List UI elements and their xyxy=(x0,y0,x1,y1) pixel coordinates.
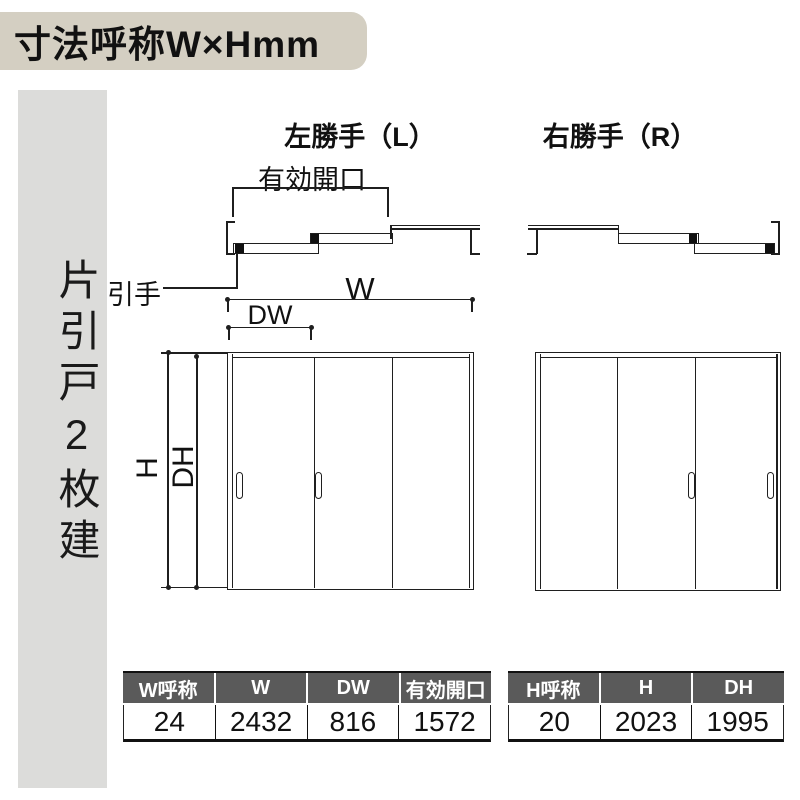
width-spec-table: W呼称 W DW 有効開口 24 2432 816 1572 xyxy=(123,671,491,742)
right-jamb-cap xyxy=(771,221,780,223)
table-cell: 2432 xyxy=(215,705,308,739)
dh-dim-line xyxy=(196,355,198,589)
dim-extension-line xyxy=(387,187,389,217)
w-dim-tick xyxy=(227,298,229,312)
dw-dim-line xyxy=(228,326,312,329)
column-header: DW xyxy=(308,673,401,703)
sliding-door-panel xyxy=(233,243,319,254)
dim-end-dot xyxy=(165,350,171,356)
column-header: H xyxy=(601,673,694,703)
height-spec-table: H呼称 H DH 20 2023 1995 xyxy=(508,671,784,742)
door-frame xyxy=(227,352,474,590)
door-handle-mark xyxy=(689,234,697,243)
left-hand-heading: 左勝手（L） xyxy=(284,122,436,152)
table-cell: 1572 xyxy=(399,705,490,739)
door-pull-handle xyxy=(766,472,774,499)
door-handle-mark xyxy=(234,244,244,253)
height-table-value-row: 20 2023 1995 xyxy=(508,705,784,742)
door-handle-mark xyxy=(764,244,774,253)
door-pull-handle xyxy=(314,472,322,499)
right-jamb-cap xyxy=(470,252,480,255)
dw-dim-tick xyxy=(310,326,312,340)
panel-divider xyxy=(694,357,697,589)
door-pull-handle xyxy=(235,472,243,499)
wall-line xyxy=(390,228,480,230)
right-jamb-cap xyxy=(771,253,780,255)
page-title: 寸法呼称W×Hmm xyxy=(14,24,321,65)
w-dim-label: W xyxy=(345,271,375,306)
door-type-label: 片引戸2枚建 xyxy=(53,258,100,569)
left-jamb-cap xyxy=(225,221,235,223)
frame-inner-line xyxy=(539,356,778,359)
sliding-door-panel xyxy=(617,233,699,244)
frame-inner-line xyxy=(231,353,234,589)
leader-line xyxy=(163,287,238,289)
width-table-header-row: W呼称 W DW 有効開口 xyxy=(123,671,491,705)
left-jamb-cap xyxy=(225,253,235,255)
frame-inner-line xyxy=(468,353,471,589)
effective-opening-label: 有効開口 xyxy=(258,165,366,195)
dim-extension-line xyxy=(232,187,234,217)
panel-divider xyxy=(616,357,619,589)
column-header: W xyxy=(216,673,308,703)
dw-dim-label: DW xyxy=(247,300,293,330)
height-table-header-row: H呼称 H DH xyxy=(508,671,784,705)
panel-divider xyxy=(313,357,316,589)
sliding-door-panel xyxy=(693,243,775,254)
dim-end-dot xyxy=(194,353,200,359)
dim-end-dot xyxy=(194,585,200,591)
table-cell: 1995 xyxy=(692,705,784,739)
column-header: DH xyxy=(724,676,754,699)
frame-inner-line xyxy=(776,353,778,590)
right-jamb xyxy=(470,228,472,255)
column-header: H呼称 xyxy=(508,673,601,703)
wall-connector xyxy=(617,224,620,239)
wall-line xyxy=(528,224,619,227)
left-jamb xyxy=(536,228,538,255)
side-strip: 片引戸2枚建 xyxy=(18,90,107,788)
effective-opening-dim-line xyxy=(232,187,389,189)
dim-end-dot xyxy=(224,297,230,302)
left-jamb-cap xyxy=(527,252,537,255)
wall-line xyxy=(390,224,480,227)
frame-inner-line xyxy=(231,356,471,359)
column-header: W呼称 xyxy=(123,673,216,703)
dh-dim-label: DH xyxy=(167,445,200,489)
dim-end-dot xyxy=(309,325,315,330)
dw-dim-tick xyxy=(228,326,230,340)
wall-connector xyxy=(390,224,392,239)
column-header: 有効開口 xyxy=(405,679,486,702)
door-frame xyxy=(535,352,781,591)
table-cell: 20 xyxy=(509,705,601,739)
leader-line xyxy=(236,253,238,289)
dim-end-dot xyxy=(470,297,476,302)
h-dim-tick xyxy=(161,586,227,589)
right-jamb xyxy=(777,221,780,255)
table-cell: 24 xyxy=(124,705,216,739)
width-table-value-row: 24 2432 816 1572 xyxy=(123,705,491,742)
pull-handle-label: 引手 xyxy=(107,280,161,310)
left-jamb xyxy=(225,221,228,255)
table-cell: 2023 xyxy=(600,705,693,739)
dim-end-dot xyxy=(165,585,171,591)
wall-line xyxy=(528,228,619,230)
title-banner: 寸法呼称W×Hmm xyxy=(0,12,367,70)
door-handle-mark xyxy=(311,234,319,243)
right-hand-heading: 右勝手（R） xyxy=(542,122,698,152)
w-dim-line xyxy=(227,298,473,301)
sliding-door-panel xyxy=(309,233,393,244)
panel-divider xyxy=(391,357,394,589)
h-dim-line xyxy=(167,352,169,589)
frame-inner-line xyxy=(539,353,542,590)
table-cell: 816 xyxy=(307,705,400,739)
w-dim-tick xyxy=(471,298,473,312)
dim-end-dot xyxy=(225,325,231,330)
door-pull-handle xyxy=(687,472,695,499)
h-dim-tick xyxy=(161,352,227,354)
